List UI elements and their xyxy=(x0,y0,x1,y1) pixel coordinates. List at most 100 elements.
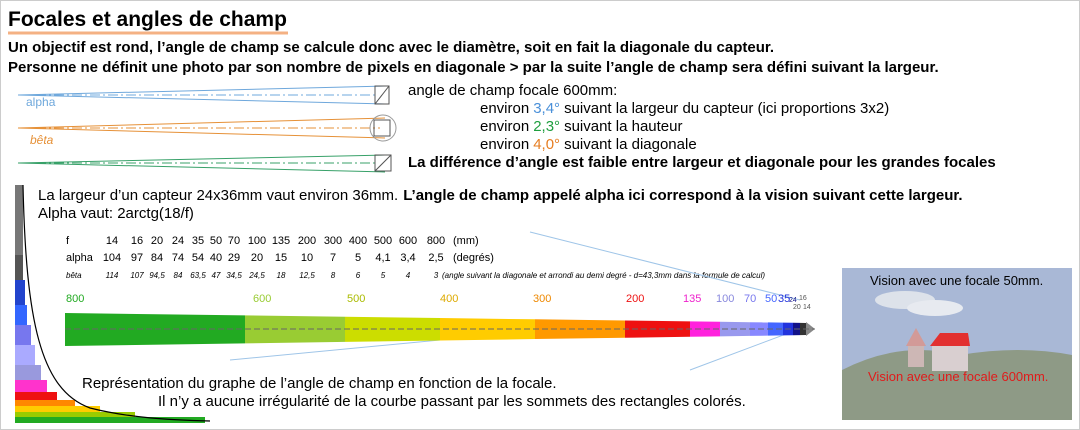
angles-heading: angle de champ focale 600mm: xyxy=(408,82,617,99)
table-cell: 114 xyxy=(106,271,119,280)
angle-value: 4,0° xyxy=(533,136,560,153)
row-note: (mm) xyxy=(453,235,479,247)
alpha-label: alpha xyxy=(26,95,56,109)
table-cell: 70 xyxy=(228,235,240,247)
table-cell: 100 xyxy=(248,235,266,247)
funnel-segment xyxy=(768,322,783,336)
table-cell: 6 xyxy=(356,271,361,280)
table-cell: 47 xyxy=(212,271,221,280)
explanation-text: La largeur d’un capteur 24x36mm vaut env… xyxy=(38,187,398,204)
table-cell: 29 xyxy=(228,252,240,264)
table-cell: 54 xyxy=(192,252,204,264)
table-cell: 135 xyxy=(272,235,290,247)
graph-caption: Représentation du graphe de l’angle de c… xyxy=(82,375,557,392)
intro-line: Personne ne définit une photo par son no… xyxy=(8,59,939,76)
focal-label: 20 xyxy=(793,304,801,311)
focal-label: 600 xyxy=(253,293,271,305)
row-label: bêta xyxy=(66,271,82,280)
angle-value: 3,4° xyxy=(533,100,560,117)
table-cell: 2,5 xyxy=(428,252,443,264)
table-cell: 20 xyxy=(251,252,263,264)
title: Focales et angles de champ xyxy=(8,8,287,31)
table-cell: 24,5 xyxy=(248,271,265,280)
vision-picture xyxy=(842,268,1072,420)
table-cell: 8 xyxy=(331,271,336,280)
formula: Alpha vaut: 2arctg(18/f) xyxy=(38,205,194,222)
angles-conclusion: La différence d’angle est faible entre l… xyxy=(408,154,996,171)
table-cell: 14 xyxy=(106,235,118,247)
suffix: suivant la diagonale xyxy=(564,136,697,153)
funnel-segment xyxy=(440,318,535,341)
row-label: f xyxy=(66,235,70,247)
focal-label: 16 xyxy=(799,295,807,302)
focal-label: 400 xyxy=(440,293,458,305)
beta-label: bêta xyxy=(30,133,54,147)
lens-diagrams xyxy=(17,85,397,173)
table-cell: 12,5 xyxy=(299,271,315,280)
row-label: alpha xyxy=(66,252,94,264)
table-cell: 50 xyxy=(210,235,222,247)
focal-label: 35 xyxy=(778,293,790,305)
funnel-segment xyxy=(625,320,690,338)
table-cell: 800 xyxy=(427,235,445,247)
focal-label: 200 xyxy=(626,293,644,305)
table-cell: 63,5 xyxy=(190,271,206,280)
focal-label: 70 xyxy=(744,293,756,305)
table-cell: 600 xyxy=(399,235,417,247)
table-cell: 18 xyxy=(277,271,286,280)
focal-label: 50 xyxy=(765,293,777,305)
table-cell: 4,1 xyxy=(375,252,390,264)
table-cell: 34,5 xyxy=(226,271,242,280)
table-cell: 20 xyxy=(151,235,163,247)
table-cell: 104 xyxy=(103,252,121,264)
row-note: (angle suivant la diagonale et arrondi a… xyxy=(442,271,765,280)
table-cell: 500 xyxy=(374,235,392,247)
explanation-bold: L’angle de champ appelé alpha ici corres… xyxy=(403,187,962,204)
angle-line: environ 3,4° suivant la largeur du capteur… xyxy=(480,100,889,117)
intro-line: Un objectif est rond, l’angle de champ s… xyxy=(8,39,774,56)
prefix: environ xyxy=(480,136,529,153)
funnel-tip xyxy=(806,322,815,336)
table-cell: 24 xyxy=(172,235,184,247)
table-cell: 4 xyxy=(406,271,411,280)
prefix: environ xyxy=(480,118,529,135)
table-cell: 107 xyxy=(130,271,144,280)
focal-label: 800 xyxy=(66,293,84,305)
angle-line: environ 4,0° suivant la diagonale xyxy=(480,136,697,153)
table-cell: 15 xyxy=(275,252,287,264)
table-cell: 300 xyxy=(324,235,342,247)
table-cell: 7 xyxy=(330,252,336,264)
table-cell: 35 xyxy=(192,235,204,247)
focal-label: 300 xyxy=(533,293,551,305)
focal-label: 500 xyxy=(347,293,365,305)
suffix: suivant la hauteur xyxy=(564,118,682,135)
angle-line: environ 2,3° suivant la hauteur xyxy=(480,118,682,135)
row-note: (degrés) xyxy=(453,252,494,264)
focal-label: 135 xyxy=(683,293,701,305)
vision-label: Vision avec une focale 50mm. xyxy=(870,273,1043,288)
graph-caption: Il n’y a aucune irrégularité de la courb… xyxy=(158,393,746,410)
table-cell: 5 xyxy=(381,271,386,280)
focal-label: 24 xyxy=(789,297,797,304)
angle-value: 2,3° xyxy=(533,118,560,135)
table-cell: 3 xyxy=(434,271,439,280)
table-cell: 3,4 xyxy=(400,252,415,264)
table-cell: 400 xyxy=(349,235,367,247)
table-cell: 200 xyxy=(298,235,316,247)
table-cell: 97 xyxy=(131,252,143,264)
focal-table: f 14 16 20 24 35 50 70 100 135 200 300 400 500 600 800(… xyxy=(66,235,765,280)
left-graph xyxy=(15,184,211,423)
prefix: environ xyxy=(480,100,529,117)
table-cell: 16 xyxy=(131,235,143,247)
suffix: suivant la largeur du capteur (ici propo… xyxy=(564,100,889,117)
table-cell: 5 xyxy=(355,252,361,264)
table-cell: 84 xyxy=(151,252,163,264)
table-cell: 74 xyxy=(172,252,184,264)
table-cell: 84 xyxy=(174,271,183,280)
focal-label: 100 xyxy=(716,293,734,305)
table-cell: 10 xyxy=(301,252,313,264)
table-cell: 40 xyxy=(210,252,222,264)
focal-label: 14 xyxy=(803,304,811,311)
explanation: La largeur d’un capteur 24x36mm vaut env… xyxy=(38,187,963,204)
